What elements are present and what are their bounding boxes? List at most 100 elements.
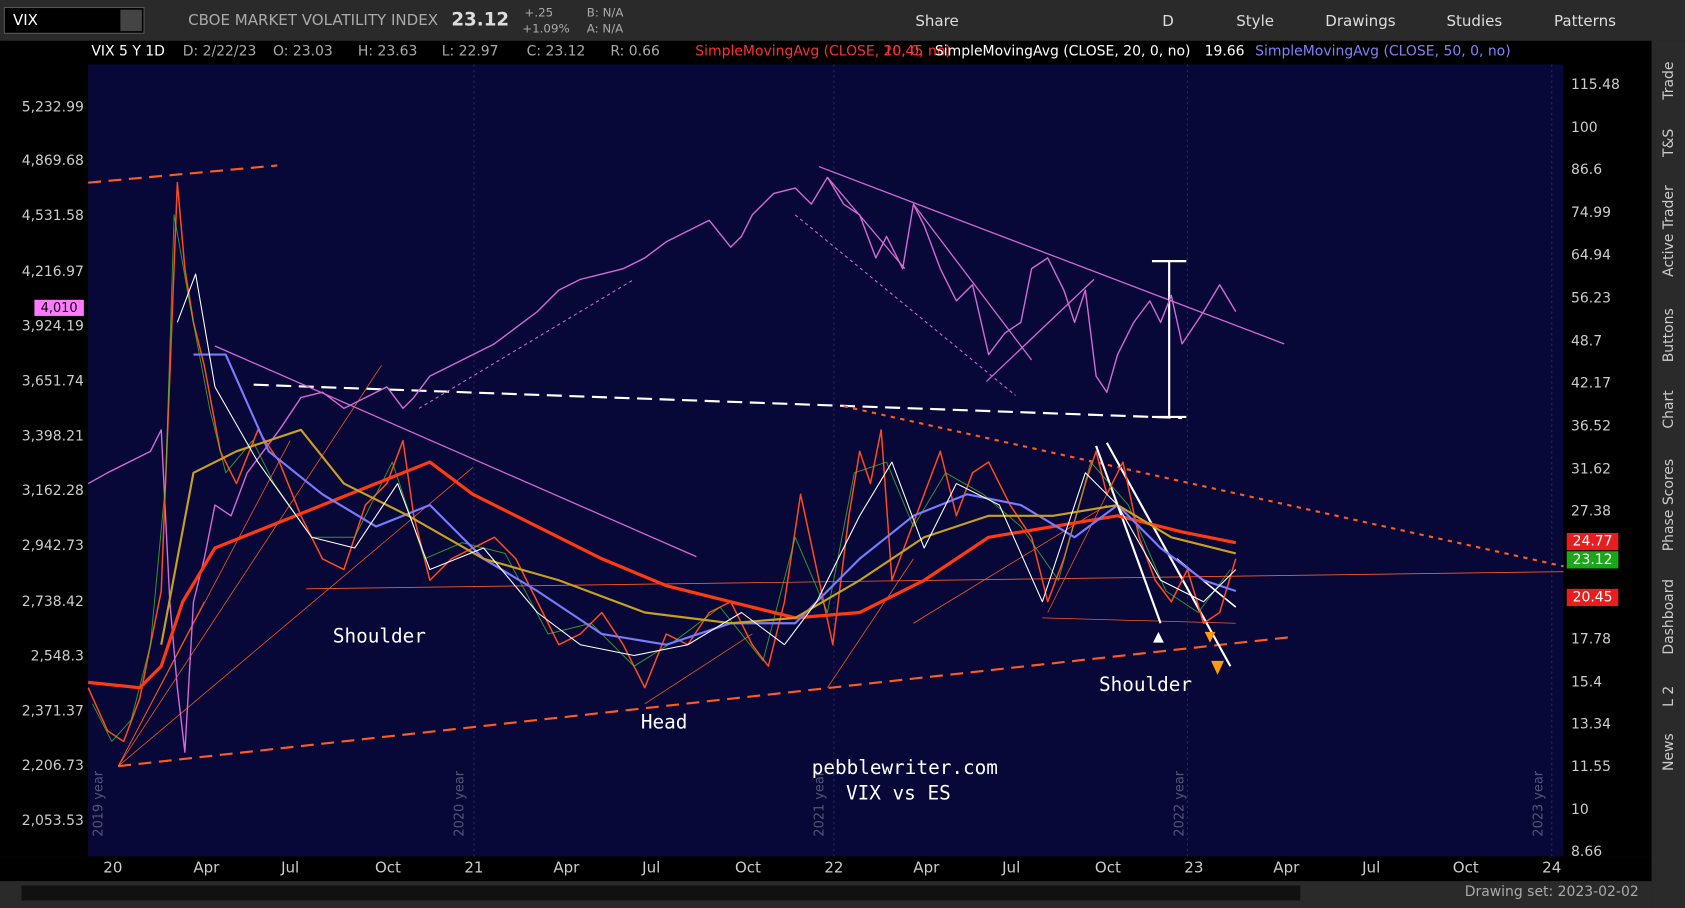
side-tab[interactable]: Trade [1661,61,1677,100]
es-line [87,176,1237,753]
ask: A: N/A [587,22,624,36]
right-tick-label: 36.52 [1571,419,1611,435]
info-bar [0,40,1652,65]
info-item: C: 23.12 [527,44,586,60]
left-tick-label: 3,398.21 [22,428,84,444]
moving-average [160,428,1237,645]
x-tick-label: 20 [103,859,122,877]
texts: VIX CBOE MARKET VOLATILITY INDEX 23.12 +.25… [13,5,1677,899]
right-tick-label: 56.23 [1571,291,1611,307]
info-item: SimpleMovingAvg (CLOSE, 10, 0, no) [695,44,951,60]
right-tick-label: 64.94 [1571,248,1611,264]
info-item: 20.45 [883,44,923,60]
drawing-set[interactable]: Drawing set: 2023-02-02 [1465,884,1639,900]
side-tab[interactable]: L 2 [1661,686,1677,707]
x-tick-label: Oct [1095,859,1121,877]
trendline [1095,445,1162,624]
trendline [118,636,1290,768]
side-tab[interactable]: Dashboard [1661,579,1677,655]
trendline [253,383,1183,420]
annotation: Shoulder [1099,673,1192,696]
trendline [986,278,1095,382]
side-tab[interactable]: Buttons [1661,308,1677,362]
toolbar-button[interactable]: Style [1236,12,1274,30]
price-marker-label: 23.12 [1573,552,1613,568]
scroll-track[interactable] [21,885,1301,901]
trendline [843,405,1564,568]
change: +.25 [524,5,553,19]
drawings [88,164,1564,768]
last-price: 23.12 [451,9,509,30]
right-tick-label: 8.66 [1571,844,1602,860]
toolbar-button[interactable]: Share [915,12,958,30]
x-tick-label: Oct [1453,859,1479,877]
info-item: R: 0.66 [610,44,659,60]
price-plots [87,176,1237,753]
x-tick-label: 23 [1184,859,1203,877]
annotation: VIX vs ES [846,782,951,805]
left-tick-label: 2,738.42 [22,594,84,610]
right-tick-label: 74.99 [1571,205,1611,221]
dropdown[interactable] [120,9,142,32]
change-pct: +1.09% [522,22,569,36]
vix-line [87,181,1237,743]
left-tick-label: 3,924.19 [22,319,84,335]
trendline [912,203,1033,361]
trendline [818,165,1285,345]
moving-average [176,273,1237,657]
side-tab[interactable]: Phase Scores [1661,459,1677,551]
toolbar-button[interactable]: Drawings [1325,12,1396,30]
year-mark: 2019 year [91,770,106,836]
right-axis-pane [1563,64,1652,857]
x-tick-label: Jul [280,859,299,877]
toolbar [0,0,1685,41]
x-tick-label: Apr [1273,859,1300,877]
left-tick-label: 4,531.58 [22,208,84,224]
right-tick-label: 100 [1571,120,1598,136]
vix-bars [92,214,1231,742]
left-tick-label: 4,869.68 [22,153,84,169]
x-tick-label: Jul [641,859,660,877]
side-tab[interactable]: Active Trader [1661,185,1677,277]
bid: B: N/A [587,5,624,19]
info-item: SimpleMovingAvg (CLOSE, 50, 0, no) [1255,44,1511,60]
info-item: L: 22.97 [442,44,499,60]
side-tab[interactable]: News [1661,733,1677,771]
right-tick-label: 10 [1571,802,1589,818]
info-item: SimpleMovingAvg (CLOSE, 20, 0, no) [935,44,1191,60]
left-tick-label: 3,162.28 [22,483,84,499]
right-tick-label: 27.38 [1571,503,1611,519]
right-tick-label: 86.6 [1571,162,1602,178]
info-item: VIX 5 Y 1D [91,44,165,60]
left-tick-label: 2,371.37 [22,703,84,719]
toolbar-button[interactable]: Patterns [1554,12,1616,30]
description: CBOE MARKET VOLATILITY INDEX [188,11,438,29]
symbol: VIX [13,11,38,29]
annotation: Shoulder [333,625,426,648]
x-tick-label: 24 [1542,859,1561,877]
left-tick-label: 3,651.74 [22,373,84,389]
year-mark: 2021 year [812,770,827,836]
left-tick-label: 2,206.73 [22,758,84,774]
measure-bracket [1151,260,1187,419]
right-tick-label: 48.7 [1571,334,1602,350]
trendline [418,278,635,409]
side-tab[interactable]: T&S [1661,129,1677,158]
price-marker [1566,532,1619,551]
info-item: D: 2/22/23 [183,44,257,60]
right-tick-label: 11.55 [1571,759,1611,775]
x-tick-label: Jul [1361,859,1380,877]
x-tick-label: Oct [375,859,401,877]
left-tick-label: 2,548.3 [31,649,84,665]
price-marker [1566,551,1619,569]
left-axis-pane [0,64,89,857]
x-tick-label: Jul [1001,859,1020,877]
right-tick-label: 15.4 [1571,674,1602,690]
toolbar-button[interactable]: D [1162,12,1174,30]
toolbar-button[interactable]: Studies [1446,12,1502,30]
info-item: 19.66 [1205,44,1245,60]
right-tick-label: 31.62 [1571,462,1611,478]
side-tab[interactable]: Chart [1661,390,1677,429]
info-item: O: 23.03 [273,44,333,60]
